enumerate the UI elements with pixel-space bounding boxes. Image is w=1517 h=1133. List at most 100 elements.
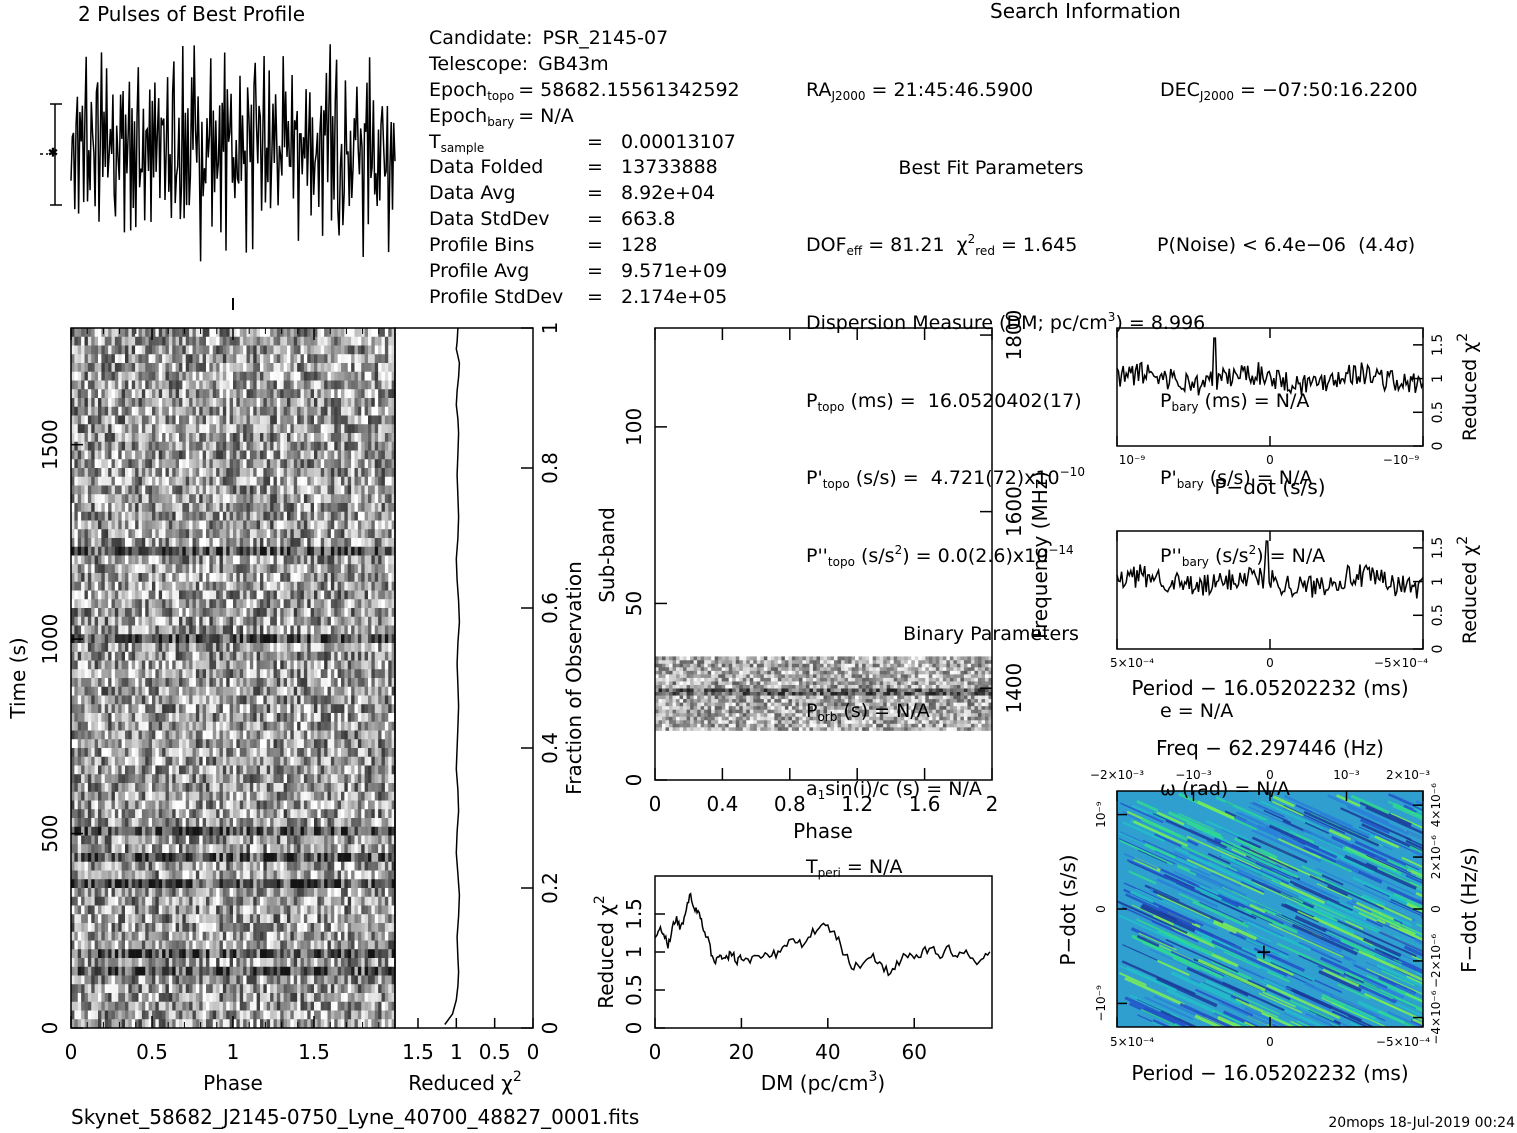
time-phase-cell: [192, 406, 197, 416]
time-phase-cell: [324, 608, 328, 618]
time-phase-cell: [364, 643, 369, 653]
time-phase-cell: [84, 415, 89, 425]
time-phase-cell: [101, 634, 106, 644]
time-phase-cell: [266, 433, 271, 443]
time-phase-cell: [91, 459, 95, 469]
time-phase-cell: [138, 555, 143, 565]
time-phase-cell: [185, 608, 190, 618]
time-phase-cell: [195, 555, 200, 565]
time-phase-cell: [114, 564, 119, 574]
time-phase-cell: [182, 643, 187, 653]
time-phase-cell: [172, 590, 176, 600]
time-phase-cell: [94, 704, 99, 714]
time-phase-cell: [290, 581, 295, 591]
time-phase-cell: [236, 336, 241, 346]
time-phase-cell: [364, 756, 369, 766]
time-phase-cell: [192, 651, 197, 661]
time-phase-cell: [344, 380, 349, 390]
time-phase-cell: [222, 573, 227, 583]
time-phase-cell: [202, 494, 207, 504]
time-phase-cell: [91, 756, 95, 766]
time-phase-cell: [378, 336, 382, 346]
time-phase-cell: [280, 503, 284, 513]
time-phase-cell: [249, 721, 254, 731]
time-phase-cell: [243, 468, 247, 478]
time-phase-cell: [388, 634, 392, 644]
time-phase-cell: [273, 643, 278, 653]
time-phase-cell: [111, 468, 116, 478]
time-phase-cell: [266, 520, 271, 530]
time-phase-cell: [226, 555, 230, 565]
time-phase-cell: [168, 380, 173, 390]
time-phase-cell: [87, 441, 92, 451]
time-phase-cell: [131, 704, 136, 714]
time-phase-cell: [263, 468, 268, 478]
time-phase-cell: [378, 406, 382, 416]
time-phase-cell: [175, 398, 180, 408]
time-phase-cell: [179, 485, 183, 495]
time-phase-cell: [303, 468, 308, 478]
time-phase-cell: [324, 643, 328, 653]
time-phase-cell: [249, 345, 254, 355]
time-phase-cell: [381, 433, 386, 443]
time-phase-cell: [280, 581, 284, 591]
time-phase-cell: [111, 441, 116, 451]
time-phase-cell: [168, 503, 173, 513]
time-phase-cell: [330, 643, 335, 653]
time-phase-cell: [364, 669, 369, 679]
time-phase-cell: [273, 573, 278, 583]
time-phase-cell: [347, 686, 352, 696]
time-phase-cell: [324, 406, 328, 416]
time-phase-cell: [371, 476, 376, 486]
time-phase-cell: [233, 678, 237, 688]
time-phase-cell: [303, 756, 308, 766]
time-phase-cell: [216, 371, 220, 381]
time-phase-cell: [212, 590, 217, 600]
time-phase-cell: [253, 713, 257, 723]
time-phase-cell: [135, 415, 139, 425]
time-phase-cell: [300, 398, 305, 408]
time-phase-cell: [77, 643, 82, 653]
time-phase-cell: [185, 704, 190, 714]
time-phase-cell: [158, 686, 163, 696]
time-phase-cell: [371, 695, 376, 705]
time-phase-cell: [118, 643, 122, 653]
time-phase-cell: [236, 459, 241, 469]
time-phase-cell: [357, 564, 362, 574]
time-phase-cell: [179, 520, 183, 530]
time-phase-cell: [233, 756, 237, 766]
time-phase-cell: [314, 406, 318, 416]
time-phase-cell: [104, 345, 109, 355]
time-phase-cell: [351, 328, 355, 338]
time-phase-cell: [202, 678, 207, 688]
time-phase-cell: [206, 433, 210, 443]
time-phase-cell: [327, 634, 332, 644]
time-phase-cell: [229, 555, 234, 565]
time-phase-cell: [266, 616, 271, 626]
time-phase-cell: [179, 433, 183, 443]
time-phase-cell: [77, 511, 82, 521]
time-phase-cell: [192, 424, 197, 434]
time-phase-cell: [87, 459, 92, 469]
time-phase-cell: [138, 328, 143, 338]
time-phase-cell: [155, 354, 160, 364]
time-phase-cell: [344, 564, 349, 574]
time-phase-cell: [155, 433, 160, 443]
time-phase-cell: [347, 651, 352, 661]
time-phase-cell: [276, 721, 281, 731]
time-phase-cell: [172, 354, 176, 364]
time-phase-cell: [158, 616, 163, 626]
time-phase-cell: [209, 503, 214, 513]
time-phase-cell: [293, 371, 298, 381]
time-phase-cell: [327, 774, 332, 784]
time-phase-cell: [135, 380, 139, 390]
time-phase-cell: [391, 433, 396, 443]
time-phase-cell: [273, 555, 278, 565]
time-phase-cell: [125, 608, 129, 618]
time-phase-cell: [253, 774, 257, 784]
time-phase-cell: [300, 476, 305, 486]
time-phase-cell: [98, 678, 102, 688]
time-phase-cell: [81, 398, 85, 408]
time-phase-cell: [141, 398, 146, 408]
time-phase-cell: [189, 398, 193, 408]
